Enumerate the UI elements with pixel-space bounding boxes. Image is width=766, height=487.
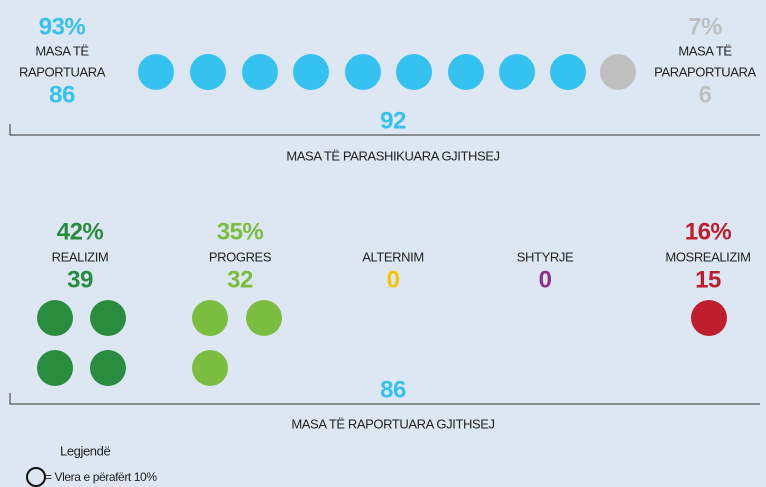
dot — [37, 300, 73, 336]
dot — [396, 54, 432, 90]
label: REALIZIM — [52, 249, 109, 264]
percent: 93% — [39, 13, 86, 40]
count: 39 — [67, 266, 93, 293]
count: 0 — [387, 266, 400, 293]
label: RAPORTUARA — [19, 64, 106, 79]
total: 92 — [380, 107, 406, 134]
count: 32 — [227, 266, 253, 293]
percent: 42% — [57, 218, 104, 245]
dot — [499, 54, 535, 90]
dots — [138, 54, 636, 90]
dot — [448, 54, 484, 90]
dot — [192, 350, 228, 386]
label: SHTYRJE — [517, 249, 574, 264]
count: 15 — [695, 266, 721, 293]
count: 6 — [699, 81, 712, 108]
bracket — [9, 124, 760, 136]
count: 0 — [539, 266, 552, 293]
bracket — [9, 393, 760, 405]
dot — [550, 54, 586, 90]
dot — [345, 54, 381, 90]
label: PARAPORTUARA — [654, 64, 756, 79]
percent: 35% — [217, 218, 264, 245]
legend-icon — [26, 467, 46, 487]
dot — [90, 350, 126, 386]
total: 86 — [380, 376, 406, 403]
dot — [246, 300, 282, 336]
percent: 7% — [688, 13, 722, 40]
dot — [600, 54, 636, 90]
dots — [37, 300, 727, 386]
dot — [242, 54, 278, 90]
dot — [37, 350, 73, 386]
label: ALTERNIM — [362, 249, 424, 264]
dot — [691, 300, 727, 336]
label: MASA TË — [678, 43, 732, 58]
count: 86 — [49, 81, 75, 108]
label: MOSREALIZIM — [665, 249, 750, 264]
label: PROGRES — [209, 249, 272, 264]
label: MASA TË — [35, 43, 89, 58]
dot — [90, 300, 126, 336]
dot — [192, 300, 228, 336]
total-label: MASA TË RAPORTUARA GJITHSEJ — [291, 416, 494, 431]
total-label: MASA TË PARASHIKUARA GJITHSEJ — [286, 148, 499, 163]
dot — [190, 54, 226, 90]
dot — [138, 54, 174, 90]
legend-text: = Vlera e përafërt 10% — [45, 470, 157, 484]
dot — [293, 54, 329, 90]
legend-title: Legjendë — [60, 443, 110, 458]
percent: 16% — [685, 218, 732, 245]
